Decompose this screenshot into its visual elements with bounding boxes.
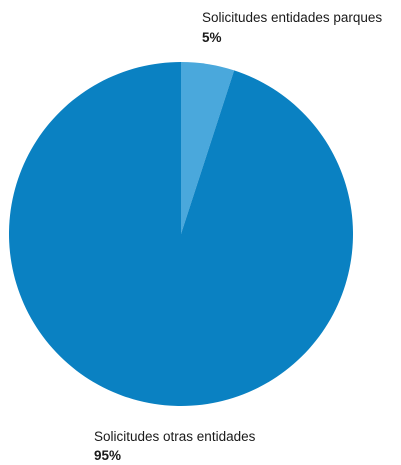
slice-value-otras: 95% [94,448,121,463]
slice-otras [8,62,353,407]
slice-label-parques: Solicitudes entidades parques [202,10,382,25]
slice-parques [181,62,235,234]
pie-slices [8,62,353,407]
slice-label-otras: Solicitudes otras entidades [94,429,256,444]
slice-value-parques: 5% [202,30,222,45]
